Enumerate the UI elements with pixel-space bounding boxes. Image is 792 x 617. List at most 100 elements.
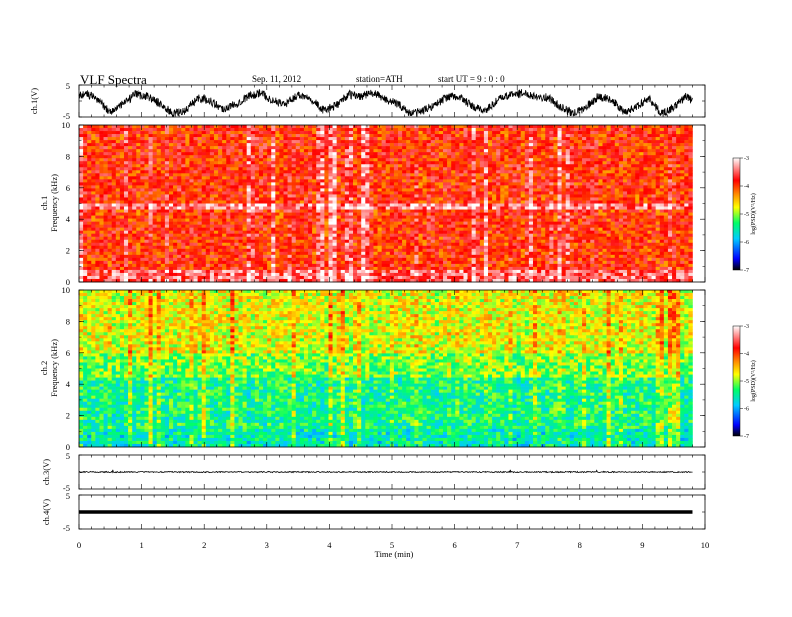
spectrogram-cell <box>438 146 444 150</box>
spectrogram-cell <box>95 194 100 198</box>
spectrogram-cell <box>152 155 158 159</box>
spectrogram-cell <box>332 146 337 150</box>
spectrogram-cell <box>467 209 472 213</box>
spectrogram-cell <box>254 179 260 183</box>
spectrogram-cell <box>164 128 170 132</box>
spectrogram-cell <box>164 176 170 180</box>
spectrogram-cell <box>340 173 346 177</box>
spectrogram-cell <box>537 140 542 144</box>
spectrogram-cell <box>463 128 468 132</box>
spectrogram-cell <box>635 182 640 186</box>
spectrogram-cell <box>91 224 96 228</box>
spectrogram-cell <box>316 215 321 219</box>
spectrogram-cell <box>177 146 182 150</box>
spectrogram-cell <box>115 143 121 147</box>
spectrogram-cell <box>164 170 170 174</box>
spectrogram-cell <box>213 176 219 180</box>
spectrogram-cell <box>434 173 440 177</box>
spectrogram-cell <box>357 194 362 198</box>
spectrogram-cell <box>291 164 297 168</box>
spectrogram-cell <box>299 167 305 171</box>
spectrogram-cell <box>365 131 370 135</box>
spectrogram-cell <box>336 134 342 138</box>
spectrogram-cell <box>164 191 170 195</box>
spectrogram-cell <box>291 158 297 162</box>
spectrogram-cell <box>140 206 145 210</box>
spectrogram-cell <box>451 200 456 204</box>
spectrogram-cell <box>618 206 624 210</box>
spectrogram-cell <box>148 194 153 198</box>
spectrogram-cell <box>340 209 346 213</box>
spectrogram-cell <box>99 149 104 153</box>
spectrogram-cell <box>528 191 534 195</box>
spectrogram-cell <box>414 131 419 135</box>
spectrogram-cell <box>291 197 297 201</box>
spectrogram-cell <box>344 185 350 189</box>
spectrogram-cell <box>119 221 125 225</box>
spectrogram-cell <box>119 224 125 228</box>
spectrogram-cell <box>516 182 522 186</box>
spectrogram-cell <box>156 158 162 162</box>
spectrogram-cell <box>426 188 432 192</box>
spectrogram-cell <box>504 164 509 168</box>
spectrogram-cell <box>402 203 407 207</box>
spectrogram-cell <box>148 215 153 219</box>
spectrogram-cell <box>410 152 415 156</box>
spectrogram-cell <box>201 197 207 201</box>
spectrogram-cell <box>631 125 636 129</box>
spectrogram-cell <box>663 143 669 147</box>
spectrogram-cell <box>524 218 530 222</box>
spectrogram-cell <box>516 146 522 150</box>
spectrogram-cell <box>369 206 374 210</box>
spectrogram-cell <box>156 167 162 171</box>
spectrogram-cell <box>209 158 215 162</box>
spectrogram-cell <box>246 167 252 171</box>
spectrogram-cell <box>226 164 231 168</box>
spectrogram-cell <box>230 155 235 159</box>
spectrogram-cell <box>532 173 538 177</box>
spectrogram-cell <box>103 203 108 207</box>
spectrogram-cell <box>353 197 358 201</box>
spectrogram-cell <box>398 137 403 141</box>
spectrogram-cell <box>177 131 182 135</box>
spectrogram-cell <box>230 143 235 147</box>
spectrogram-cell <box>532 194 538 198</box>
spectrogram-cell <box>451 167 456 171</box>
spectrogram-cell <box>308 155 313 159</box>
spectrogram-cell <box>246 140 252 144</box>
spectrogram-cell <box>132 137 137 141</box>
spectrogram-cell <box>528 194 534 198</box>
spectrogram-cell <box>136 194 141 198</box>
spectrogram-cell <box>332 134 337 138</box>
spectrogram-cell <box>610 161 616 165</box>
spectrogram-cell <box>152 206 158 210</box>
spectrogram-cell <box>267 206 272 210</box>
spectrogram-cell <box>651 161 656 165</box>
spectrogram-cell <box>324 128 329 132</box>
spectrogram-cell <box>500 212 505 216</box>
spectrogram-cell <box>651 185 656 189</box>
spectrogram-cell <box>573 179 579 183</box>
spectrogram-cell <box>430 206 436 210</box>
spectrogram-cell <box>324 221 329 225</box>
spectrogram-cell <box>246 188 252 192</box>
spectrogram-cell <box>586 209 591 213</box>
spectrogram-cell <box>639 188 644 192</box>
spectrogram-cell <box>336 125 342 129</box>
spectrogram-cell <box>291 185 297 189</box>
spectrogram-cell <box>128 170 133 174</box>
spectrogram-cell <box>254 182 260 186</box>
spectrogram-cell <box>254 185 260 189</box>
spectrogram-cell <box>283 194 288 198</box>
spectrogram-cell <box>402 161 407 165</box>
spectrogram-cell <box>614 131 620 135</box>
spectrogram-cell <box>320 206 325 210</box>
spectrogram-cell <box>152 149 158 153</box>
spectrogram-cell <box>577 197 583 201</box>
spectrogram-cell <box>614 155 620 159</box>
spectrogram-cell <box>496 173 501 177</box>
spectrogram-cell <box>667 170 673 174</box>
spectrogram-cell <box>672 197 677 201</box>
spectrogram-cell <box>614 134 620 138</box>
spectrogram-cell <box>667 203 673 207</box>
